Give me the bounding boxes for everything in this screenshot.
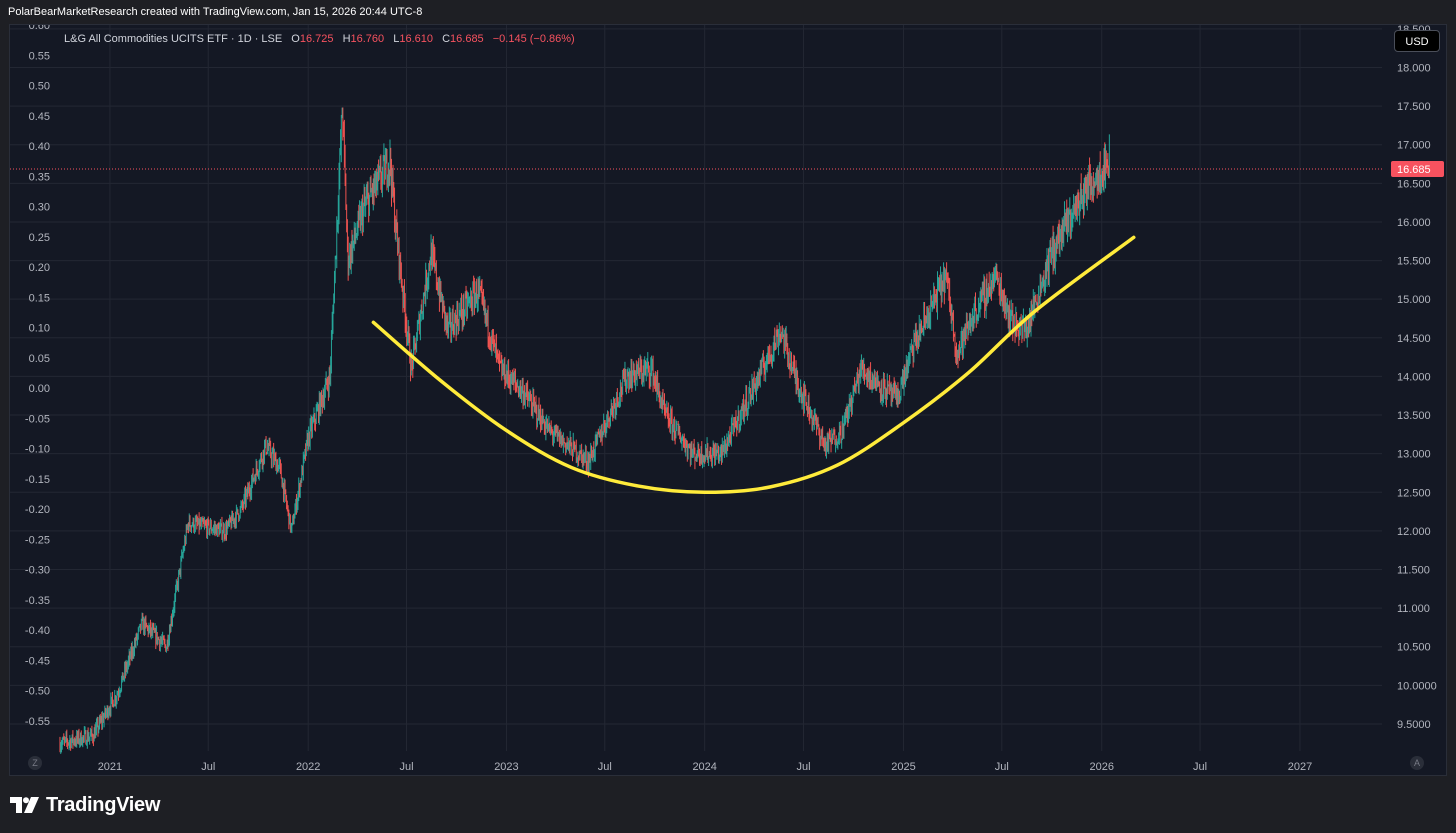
right-axis-tick: 15.000 — [1397, 294, 1431, 306]
price-chart[interactable]: 18.50018.00017.50017.00016.50016.00015.5… — [10, 25, 1448, 777]
zoom-toggle-button[interactable]: Z — [28, 756, 42, 770]
right-axis-tick: 11.000 — [1397, 603, 1430, 615]
left-axis-tick: -0.25 — [25, 534, 50, 546]
left-axis-tick: -0.45 — [25, 655, 50, 667]
ohlc-legend: L&G All Commodities UCITS ETF · 1D · LSE… — [64, 33, 575, 45]
right-axis-tick: 10.0000 — [1397, 680, 1437, 692]
left-axis-tick: -0.10 — [25, 444, 50, 456]
right-axis-tick: 14.000 — [1397, 371, 1431, 383]
left-axis-tick: -0.35 — [25, 595, 50, 607]
right-axis-tick: 11.500 — [1397, 565, 1430, 577]
left-axis-tick: 0.15 — [29, 292, 50, 304]
x-axis-tick: Jul — [797, 761, 811, 773]
last-price-badge — [1391, 161, 1444, 178]
right-axis-tick: 15.500 — [1397, 256, 1431, 268]
high-label: H — [342, 33, 351, 45]
x-axis-tick: Jul — [598, 761, 612, 773]
tradingview-logo-icon — [10, 797, 39, 813]
change-value: −0.145 (−0.86%) — [492, 33, 575, 45]
rounding-bottom-curve — [371, 235, 1136, 495]
open-label: O — [291, 33, 300, 45]
left-axis-tick: 0.60 — [29, 25, 50, 32]
left-axis-tick: 0.40 — [29, 141, 50, 153]
left-axis-tick: 0.50 — [29, 81, 50, 93]
low-value: 16.610 — [399, 33, 434, 45]
right-axis-tick: 9.5000 — [1397, 719, 1431, 731]
left-axis-tick: 0.30 — [29, 202, 50, 214]
right-axis-tick: 18.000 — [1397, 62, 1431, 74]
left-axis-tick: 0.25 — [29, 232, 50, 244]
last-price-label: 16.685 — [1397, 164, 1431, 176]
chart-panel[interactable]: 18.50018.00017.50017.00016.50016.00015.5… — [9, 24, 1447, 776]
right-axis-tick: 16.000 — [1397, 217, 1431, 229]
left-axis-tick: 0.45 — [29, 111, 50, 123]
x-axis-tick: 2025 — [891, 761, 915, 773]
right-axis-tick: 16.500 — [1397, 178, 1431, 190]
left-axis-tick: -0.05 — [25, 413, 50, 425]
symbol-label: L&G All Commodities UCITS ETF · 1D · LSE — [64, 33, 283, 45]
left-axis-tick: 0.05 — [29, 353, 50, 365]
right-axis-tick: 12.500 — [1397, 487, 1431, 499]
auto-scale-button[interactable]: A — [1410, 756, 1424, 770]
tradingview-logo[interactable]: TradingView — [10, 794, 160, 816]
left-axis-tick: 0.00 — [29, 383, 50, 395]
left-axis-tick: 0.35 — [29, 171, 50, 183]
left-axis-tick: -0.20 — [25, 504, 50, 516]
left-axis-tick: 0.55 — [29, 50, 50, 62]
right-axis-tick: 10.500 — [1397, 642, 1431, 654]
tradingview-wordmark: TradingView — [46, 793, 161, 816]
left-axis-tick: -0.30 — [25, 565, 50, 577]
x-axis-tick: Jul — [201, 761, 215, 773]
right-axis-tick: 13.500 — [1397, 410, 1431, 422]
x-axis-tick: Jul — [1193, 761, 1207, 773]
x-axis-tick: 2026 — [1089, 761, 1113, 773]
right-axis-tick: 13.000 — [1397, 449, 1431, 461]
x-axis-tick: Jul — [995, 761, 1009, 773]
left-axis-tick: 0.20 — [29, 262, 50, 274]
x-axis-tick: 2024 — [692, 761, 716, 773]
left-axis-tick: -0.40 — [25, 625, 50, 637]
close-label: C — [442, 33, 451, 45]
close-value: 16.685 — [450, 33, 484, 45]
x-axis-tick: 2027 — [1288, 761, 1312, 773]
right-axis-tick: 17.000 — [1397, 140, 1431, 152]
x-axis-tick: 2023 — [494, 761, 518, 773]
chart-banner: PolarBearMarketResearch created with Tra… — [8, 6, 423, 18]
right-axis-tick: 14.500 — [1397, 333, 1431, 345]
low-label: L — [393, 33, 400, 45]
left-axis-tick: 0.10 — [29, 323, 50, 335]
x-axis-tick: 2022 — [296, 761, 320, 773]
x-axis-tick: 2021 — [98, 761, 122, 773]
left-axis-tick: -0.15 — [25, 474, 50, 486]
open-value: 16.725 — [299, 33, 334, 45]
x-axis-tick: Jul — [399, 761, 413, 773]
right-axis-tick: 17.500 — [1397, 101, 1431, 113]
left-axis-tick: -0.50 — [25, 686, 50, 698]
high-value: 16.760 — [350, 33, 385, 45]
currency-button[interactable]: USD — [1394, 30, 1440, 52]
left-axis-tick: -0.55 — [25, 716, 50, 728]
right-axis-tick: 12.000 — [1397, 526, 1431, 538]
